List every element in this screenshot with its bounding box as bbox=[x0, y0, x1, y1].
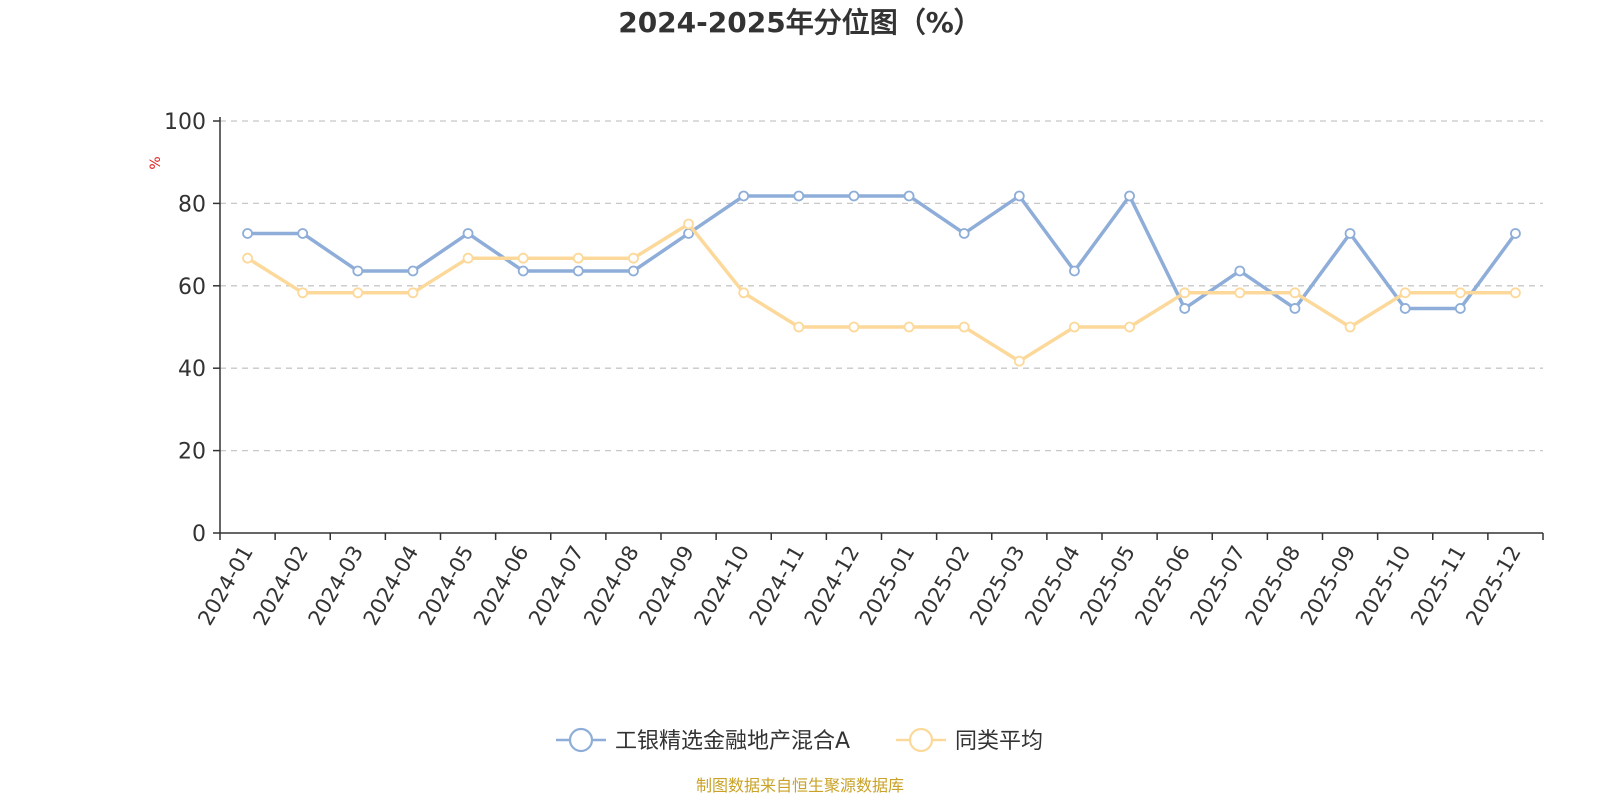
series-2-point bbox=[1289, 287, 1301, 299]
series-lines bbox=[242, 190, 1521, 367]
series-2-point bbox=[1344, 321, 1356, 333]
y-tick-label: 20 bbox=[178, 440, 206, 465]
series-1-point bbox=[242, 228, 253, 239]
y-tick-label: 100 bbox=[164, 110, 206, 135]
series-1-point bbox=[1013, 190, 1025, 202]
series-line-2 bbox=[246, 222, 1516, 363]
series-2-point bbox=[462, 252, 474, 264]
series-2-point bbox=[572, 252, 584, 264]
series-2-point bbox=[1179, 287, 1191, 299]
legend-marker bbox=[908, 727, 934, 753]
series-1-point bbox=[1344, 228, 1356, 239]
series-2-point bbox=[1234, 287, 1246, 299]
legend-label: 工银精选金融地产混合A bbox=[615, 729, 850, 754]
series-2-point bbox=[517, 252, 529, 264]
series-2-point bbox=[903, 321, 915, 333]
series-line-1 bbox=[247, 194, 1517, 311]
series-2-point bbox=[848, 321, 860, 333]
series-1-point bbox=[1234, 265, 1246, 277]
series-1-point bbox=[297, 228, 309, 239]
legend-item-1: 工银精选金融地产混合A bbox=[556, 727, 850, 754]
series-2-point bbox=[958, 321, 970, 333]
series-2-point bbox=[628, 252, 639, 264]
grid-lines bbox=[220, 120, 1543, 452]
legend-label: 同类平均 bbox=[955, 729, 1043, 754]
series-1-point bbox=[848, 190, 860, 202]
series-2-point bbox=[1069, 321, 1080, 333]
y-tick-label: 80 bbox=[178, 192, 206, 217]
series-1-point bbox=[1454, 303, 1466, 314]
series-1-point bbox=[793, 190, 805, 202]
legend-item-2: 同类平均 bbox=[896, 727, 1043, 754]
source-note: 制图数据来自恒生聚源数据库 bbox=[696, 776, 904, 795]
series-1-point bbox=[352, 265, 364, 277]
series-2-point bbox=[1124, 321, 1135, 333]
series-2-point bbox=[1013, 355, 1025, 367]
series-2-point bbox=[793, 321, 805, 333]
series-1-point bbox=[1124, 190, 1135, 202]
y-tick-label: 60 bbox=[178, 275, 206, 300]
series-1-point bbox=[407, 265, 419, 277]
series-1-point bbox=[738, 190, 750, 202]
y-tick-label: 0 bbox=[192, 522, 206, 547]
series-1-point bbox=[1399, 303, 1411, 314]
y-tick-label: 40 bbox=[178, 357, 206, 382]
series-1-point bbox=[572, 265, 584, 277]
series-1-point bbox=[628, 265, 639, 277]
series-2-point bbox=[1454, 287, 1466, 299]
series-2-point bbox=[297, 287, 309, 299]
series-1-point bbox=[958, 228, 970, 239]
axes: 0204060801002024-012024-022024-032024-04… bbox=[164, 110, 1544, 630]
series-2-point bbox=[1399, 287, 1411, 299]
series-2-point bbox=[407, 287, 419, 299]
series-1-point bbox=[1289, 303, 1301, 314]
series-1-point bbox=[1069, 265, 1080, 277]
series-1-point bbox=[1179, 303, 1191, 314]
y-axis-unit-label: % bbox=[148, 156, 164, 169]
series-1-point bbox=[517, 265, 529, 277]
series-1-point bbox=[903, 190, 915, 202]
series-2-point bbox=[242, 252, 253, 264]
legend-marker bbox=[568, 727, 594, 753]
series-2-point bbox=[738, 287, 750, 299]
series-1-point bbox=[462, 228, 474, 239]
series-2-point bbox=[1510, 287, 1521, 299]
chart-title: 2024-2025年分位图（%） bbox=[618, 6, 982, 39]
series-2-point bbox=[683, 218, 694, 230]
series-1-point bbox=[1510, 228, 1521, 239]
legend: 工银精选金融地产混合A 同类平均 bbox=[556, 727, 1043, 754]
series-2-point bbox=[352, 287, 364, 299]
x-tick-label: 2025-12 bbox=[1461, 542, 1526, 630]
